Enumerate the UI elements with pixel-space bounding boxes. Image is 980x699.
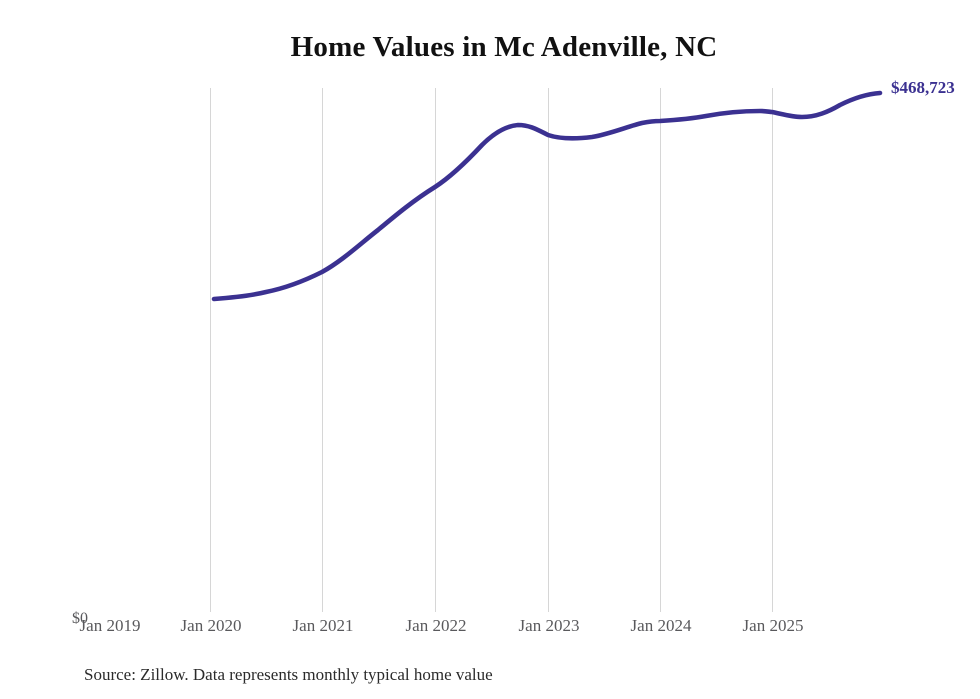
gridline-jan-2021 — [322, 88, 323, 612]
xtick-jan-2022: Jan 2022 — [405, 616, 467, 635]
xtick-jan-2020: Jan 2020 — [180, 616, 242, 635]
xtick-jan-2019: Jan 2019 — [79, 616, 141, 635]
xtick-jan-2025: Jan 2025 — [742, 616, 804, 635]
gridline-jan-2022 — [435, 88, 436, 612]
gridline-jan-2024 — [660, 88, 661, 612]
page-title: Home Values in Mc Adenville, NC — [290, 31, 718, 63]
end-value-annotation: $468,723 — [891, 78, 955, 97]
gridline-jan-2025 — [772, 88, 773, 612]
gridline-jan-2020 — [210, 88, 211, 612]
gridline-jan-2023 — [548, 88, 549, 612]
source-note: Source: Zillow. Data represents monthly … — [84, 665, 493, 684]
xtick-jan-2021: Jan 2021 — [292, 616, 354, 635]
home-value-line-path — [211, 90, 883, 302]
xtick-jan-2024: Jan 2024 — [630, 616, 692, 635]
xtick-jan-2023: Jan 2023 — [518, 616, 580, 635]
ytick-zero-label: $0 — [72, 610, 88, 627]
